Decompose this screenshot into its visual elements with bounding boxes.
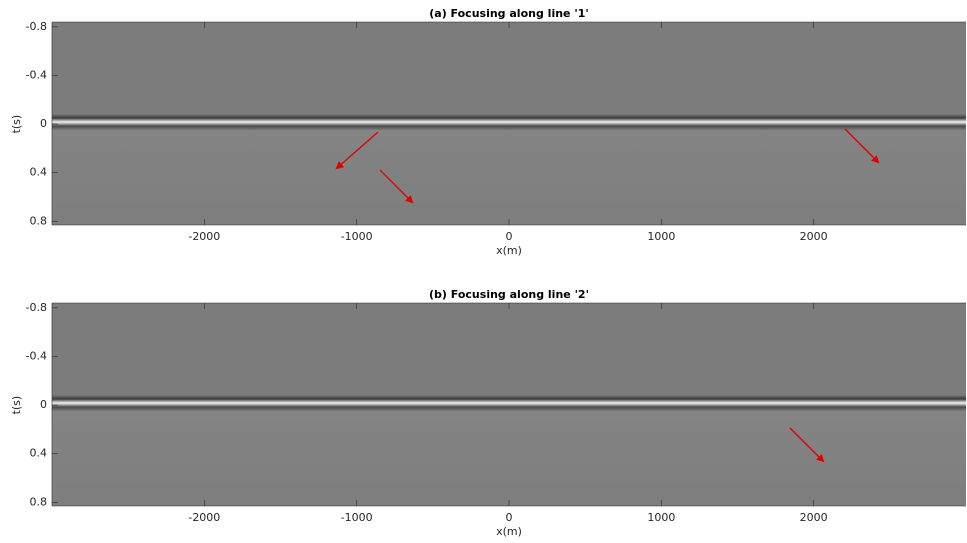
y-tick-label: -0.8 bbox=[26, 20, 47, 33]
x-tick-label: 0 bbox=[506, 230, 513, 243]
x-tick-label: 1000 bbox=[647, 230, 675, 243]
y-tick-label: 0.4 bbox=[30, 166, 48, 179]
y-axis-label: t(s) bbox=[10, 115, 23, 134]
x-tick-label: 2000 bbox=[800, 511, 828, 524]
y-tick-label: -0.4 bbox=[26, 68, 47, 81]
x-tick-label: -2000 bbox=[188, 230, 220, 243]
y-tick-label: -0.8 bbox=[26, 301, 47, 314]
x-tick-label: -1000 bbox=[341, 230, 373, 243]
x-tick-label: -2000 bbox=[188, 511, 220, 524]
y-tick-label: -0.4 bbox=[26, 349, 47, 362]
y-tick-label: 0 bbox=[40, 117, 47, 130]
x-tick-label: 2000 bbox=[800, 230, 828, 243]
panel-title: (b) Focusing along line '2' bbox=[429, 288, 589, 301]
x-tick-label: -1000 bbox=[341, 511, 373, 524]
y-axis-label: t(s) bbox=[10, 396, 23, 415]
image-1 bbox=[52, 22, 966, 225]
x-axis-label: x(m) bbox=[496, 525, 522, 538]
y-tick-label: 0.8 bbox=[30, 214, 48, 227]
y-tick-label: 0.4 bbox=[30, 447, 48, 460]
x-axis-label: x(m) bbox=[496, 244, 522, 257]
panel-title: (a) Focusing along line '1' bbox=[429, 7, 588, 20]
y-tick-label: 0.8 bbox=[30, 495, 48, 508]
image-2 bbox=[52, 303, 966, 506]
x-tick-label: 1000 bbox=[647, 511, 675, 524]
x-tick-label: 0 bbox=[506, 511, 513, 524]
y-tick-label: 0 bbox=[40, 398, 47, 411]
